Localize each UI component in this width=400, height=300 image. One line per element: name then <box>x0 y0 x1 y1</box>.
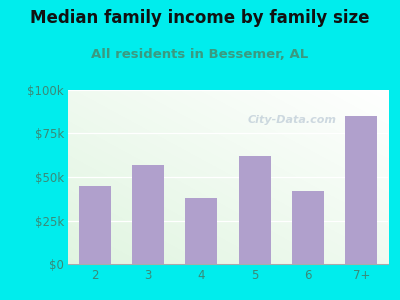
Bar <box>132 165 164 264</box>
Text: Median family income by family size: Median family income by family size <box>30 9 370 27</box>
Bar <box>185 198 217 264</box>
Bar <box>292 191 324 264</box>
Text: All residents in Bessemer, AL: All residents in Bessemer, AL <box>91 48 309 61</box>
Bar <box>239 156 271 264</box>
Text: City-Data.com: City-Data.com <box>248 115 336 124</box>
Bar <box>79 186 111 264</box>
Bar <box>345 116 377 264</box>
